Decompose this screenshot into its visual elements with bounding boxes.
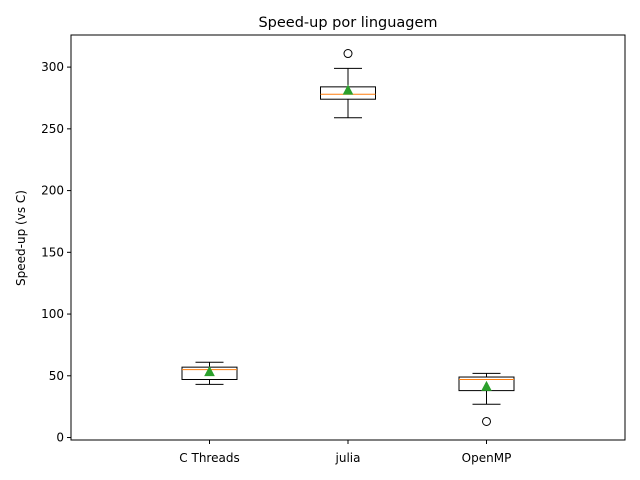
y-tick-label: 100 bbox=[41, 307, 64, 321]
mean-marker bbox=[204, 366, 215, 377]
mean-marker bbox=[481, 380, 492, 391]
plot-area bbox=[181, 49, 515, 426]
mean-marker bbox=[342, 84, 354, 95]
box-group bbox=[181, 361, 238, 385]
plot-frame bbox=[70, 34, 626, 441]
y-tick-label: 300 bbox=[41, 60, 64, 74]
chart-title: Speed-up por linguagem bbox=[258, 15, 437, 31]
outlier-point bbox=[343, 49, 353, 59]
y-tick-label: 250 bbox=[41, 122, 64, 136]
box-group bbox=[458, 372, 515, 426]
y-axis: 0 50 100 150 200 250 300 bbox=[41, 60, 71, 445]
y-tick-label: 50 bbox=[49, 369, 64, 383]
x-axis: C Threads julia OpenMP bbox=[179, 440, 511, 465]
y-axis-label: Speed-up (vs C) bbox=[14, 190, 28, 286]
x-tick-label: C Threads bbox=[179, 451, 239, 465]
outlier-point bbox=[482, 416, 491, 426]
box-group bbox=[320, 49, 376, 119]
x-tick-label: OpenMP bbox=[462, 451, 512, 465]
y-tick-label: 150 bbox=[41, 245, 64, 259]
y-tick-label: 0 bbox=[56, 431, 64, 445]
y-tick-label: 200 bbox=[41, 184, 64, 198]
x-tick-label: julia bbox=[335, 451, 361, 465]
